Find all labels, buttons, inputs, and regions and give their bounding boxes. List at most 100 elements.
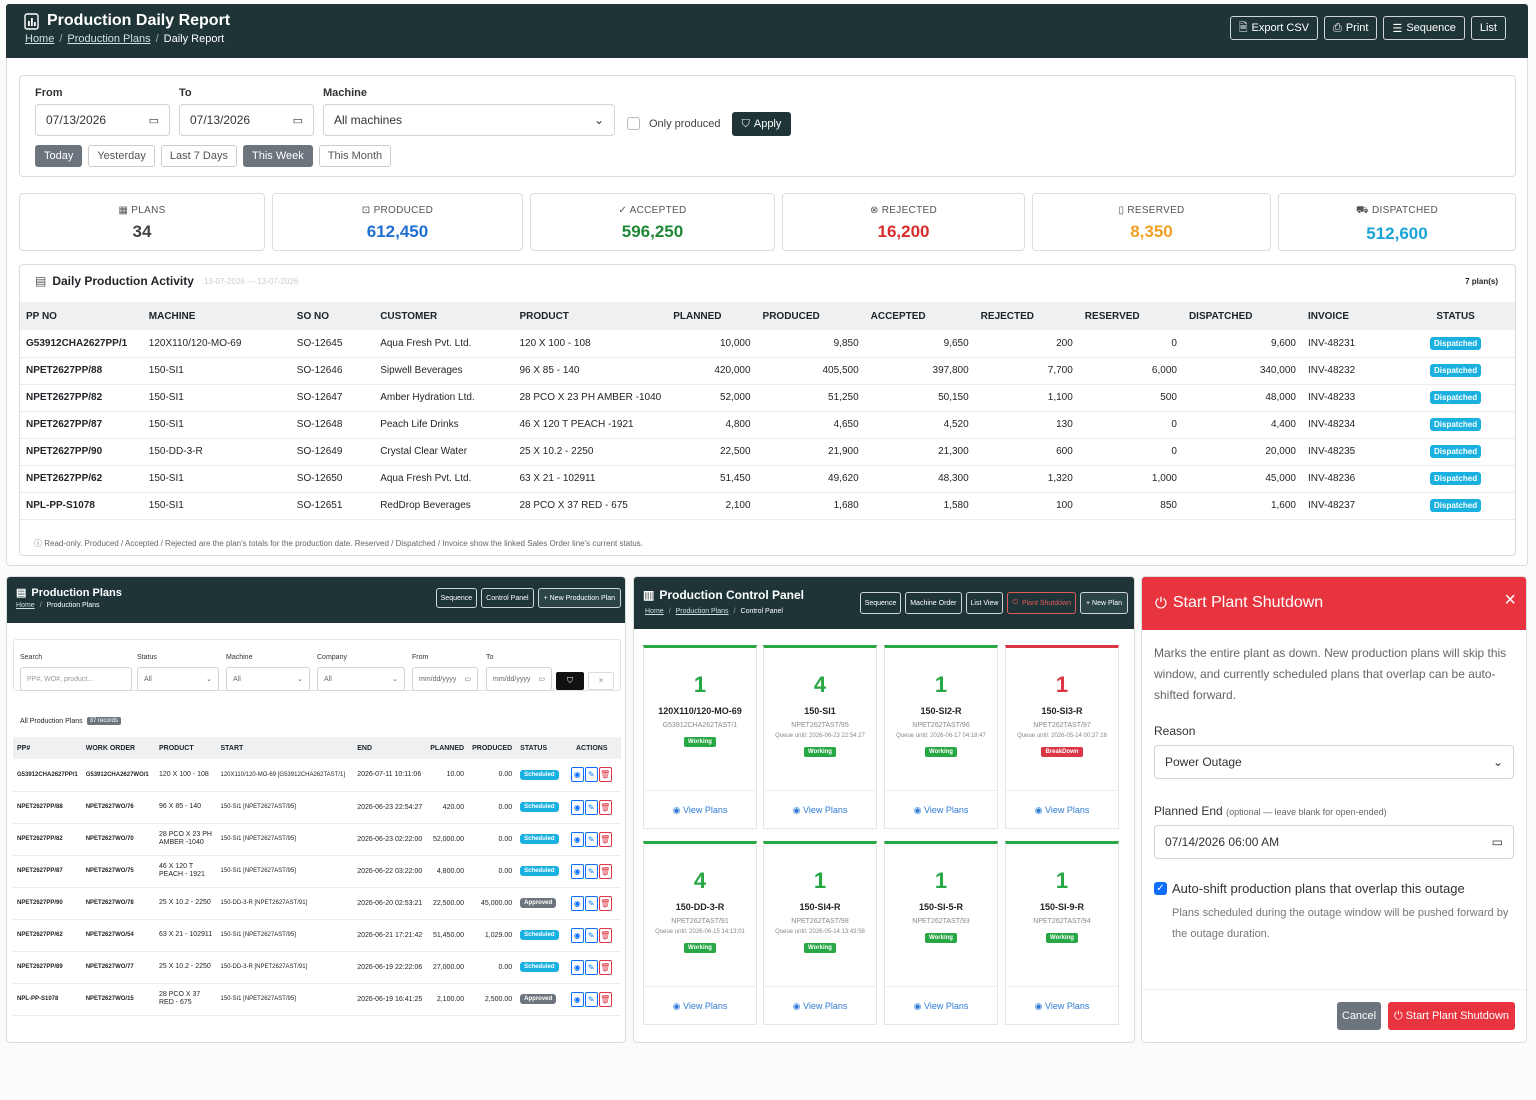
machine-card[interactable]: 1 150-SI4-R NPET262TAST/98 Queue until: 202… (763, 841, 877, 1025)
plans-from-date[interactable]: mm/dd/yyyy ▭ (412, 667, 478, 691)
view-plans-link[interactable]: ◉ View Plans (885, 790, 997, 828)
delete-icon[interactable]: 🗑 (598, 895, 612, 911)
truck-icon: ⛟ (1356, 205, 1372, 216)
apply-button[interactable]: ⛉ Apply (732, 112, 791, 136)
machine-card[interactable]: 4 150-SI1 NPET262TAST/95 Queue until: 2026-… (763, 645, 877, 829)
plans-to-date[interactable]: mm/dd/yyyy ▭ (486, 667, 552, 691)
from-date-input[interactable]: 07/13/2026 ▭ (35, 104, 170, 136)
stat-produced-value: 612,450 (366, 222, 429, 241)
view-icon[interactable]: ◉ (570, 991, 584, 1007)
machine-card[interactable]: 4 150-DD-3-R NPET262TAST/91 Queue until: 20… (643, 841, 757, 1025)
edit-icon[interactable]: ✎ (584, 831, 598, 847)
breadcrumb-home[interactable]: Home (25, 33, 55, 45)
edit-icon[interactable]: ✎ (584, 895, 598, 911)
quick-this-week[interactable]: This Week (242, 145, 313, 167)
col-header: PRODUCT (155, 737, 217, 759)
view-plans-link[interactable]: ◉ View Plans (1006, 790, 1118, 828)
only-produced-checkbox[interactable] (627, 117, 640, 130)
machine-select[interactable]: All machines ⌄ (323, 104, 615, 136)
quick-today[interactable]: Today (35, 145, 83, 167)
edit-icon[interactable]: ✎ (584, 991, 598, 1007)
machine-order-button[interactable]: Machine Order (905, 592, 962, 614)
reason-select[interactable]: Power Outage ⌄ (1154, 745, 1514, 779)
view-icon[interactable]: ◉ (570, 831, 584, 847)
machine-card[interactable]: 1 150-SI2-R NPET262TAST/96 Queue until: 202… (884, 645, 998, 829)
machine-asset: NPET262TAST/98 (791, 918, 849, 925)
export-csv-button[interactable]: 🗎 Export CSV (1229, 16, 1319, 40)
new-plan-button[interactable]: + New Plan (1080, 592, 1128, 614)
plans-machine-select[interactable]: All ⌄ (226, 667, 310, 691)
machine-status-badge: Working (1046, 933, 1078, 943)
machine-card[interactable]: 1 150-SI3-R NPET262TAST/97 Queue until: 202… (1005, 645, 1119, 829)
autoshift-checkbox[interactable]: ✓ (1154, 882, 1167, 895)
start-plant-shutdown-button[interactable]: ⏻ Start Plant Shutdown (1388, 1002, 1515, 1030)
plans-filter-button[interactable]: ⛉ (556, 672, 584, 690)
machine-card[interactable]: 1 120X110/120-MO-69 G53912CHA262TAST/1 Work… (643, 645, 757, 829)
view-plans-link[interactable]: ◉ View Plans (644, 790, 756, 828)
plans-sequence-button[interactable]: Sequence (435, 588, 478, 608)
edit-icon[interactable]: ✎ (584, 863, 598, 879)
edit-icon[interactable]: ✎ (584, 767, 598, 783)
table-cell: 10,000 (667, 330, 757, 358)
delete-icon[interactable]: 🗑 (598, 831, 612, 847)
list-view-button[interactable]: List View (965, 592, 1004, 614)
view-plans-link[interactable]: ◉ View Plans (764, 790, 876, 828)
edit-icon[interactable]: ✎ (584, 927, 598, 943)
view-icon[interactable]: ◉ (570, 863, 584, 879)
planned-end-input[interactable]: 07/14/2026 06:00 AM ▭ (1154, 825, 1514, 859)
plans-list-title: All Production Plans (20, 717, 83, 725)
cancel-button[interactable]: Cancel (1337, 1002, 1381, 1030)
table-cell: INV-48231 (1301, 330, 1397, 358)
view-icon[interactable]: ◉ (570, 767, 584, 783)
quick-this-month[interactable]: This Month (318, 145, 392, 167)
stat-dispatched-value: 512,600 (1366, 224, 1428, 243)
view-icon[interactable]: ◉ (570, 959, 584, 975)
machine-card[interactable]: 1 150-SI-9-R NPET262TAST/94 Working ◉ View P… (1005, 841, 1119, 1025)
plans-search-input[interactable]: PP#, WO#, product... (20, 667, 132, 691)
sequence-button[interactable]: ☰ Sequence (1383, 16, 1465, 40)
plans-company-select[interactable]: All ⌄ (317, 667, 405, 691)
view-icon[interactable]: ◉ (570, 927, 584, 943)
view-plans-link[interactable]: ◉ View Plans (764, 986, 876, 1024)
machine-card[interactable]: 1 150-SI-5-R NPET262TAST/93 Working ◉ View P… (884, 841, 998, 1025)
table-cell: Sipwell Beverages (374, 357, 514, 385)
plans-clear-button[interactable]: × (588, 672, 614, 690)
view-plans-link[interactable]: ◉ View Plans (1006, 986, 1118, 1024)
delete-icon[interactable]: 🗑 (598, 991, 612, 1007)
table-cell: NPET2627PP/88 (13, 791, 82, 824)
table-cell: 150-SI1 [NPET2627AST/95] (216, 983, 354, 1016)
view-plans-link[interactable]: ◉ View Plans (885, 986, 997, 1024)
list-button[interactable]: List (1470, 16, 1506, 40)
quick-last-7-days[interactable]: Last 7 Days (160, 145, 237, 167)
to-date-input[interactable]: 07/13/2026 ▭ (179, 104, 314, 136)
edit-icon[interactable]: ✎ (584, 799, 598, 815)
delete-icon[interactable]: 🗑 (598, 767, 612, 783)
cp-sequence-button[interactable]: Sequence (859, 592, 902, 614)
new-production-plan-button[interactable]: + New Production Plan (537, 588, 621, 608)
table-cell: 6,000 (1078, 357, 1183, 385)
machine-name: 150-SI2-R (920, 706, 962, 716)
delete-icon[interactable]: 🗑 (598, 959, 612, 975)
delete-icon[interactable]: 🗑 (598, 927, 612, 943)
print-button[interactable]: ⎙ Print (1324, 16, 1378, 40)
delete-icon[interactable]: 🗑 (598, 799, 612, 815)
plans-status-select[interactable]: All ⌄ (137, 667, 219, 691)
plans-control-panel-button[interactable]: Control Panel (481, 588, 534, 608)
table-cell: 120X110/120-MO-69 [G53912CHA262TAST/1] (216, 759, 354, 792)
close-icon[interactable]: × (1504, 589, 1516, 611)
view-icon[interactable]: ◉ (570, 895, 584, 911)
breadcrumb-production-plans[interactable]: Production Plans (67, 33, 151, 45)
table-cell: 1,580 (864, 492, 975, 520)
breadcrumb-home[interactable]: Home (16, 602, 35, 609)
quick-yesterday[interactable]: Yesterday (88, 145, 155, 167)
breadcrumb-home[interactable]: Home (645, 608, 664, 615)
table-cell: 150-SI1 (142, 411, 291, 439)
delete-icon[interactable]: 🗑 (598, 863, 612, 879)
view-icon[interactable]: ◉ (570, 799, 584, 815)
table-cell: INV-48237 (1301, 492, 1397, 520)
plant-shutdown-button[interactable]: ⏻ Plant Shutdown (1007, 592, 1076, 614)
table-cell: NPET2627PP/62 (20, 465, 143, 493)
edit-icon[interactable]: ✎ (584, 959, 598, 975)
breadcrumb-production-plans[interactable]: Production Plans (675, 608, 729, 615)
view-plans-link[interactable]: ◉ View Plans (644, 986, 756, 1024)
